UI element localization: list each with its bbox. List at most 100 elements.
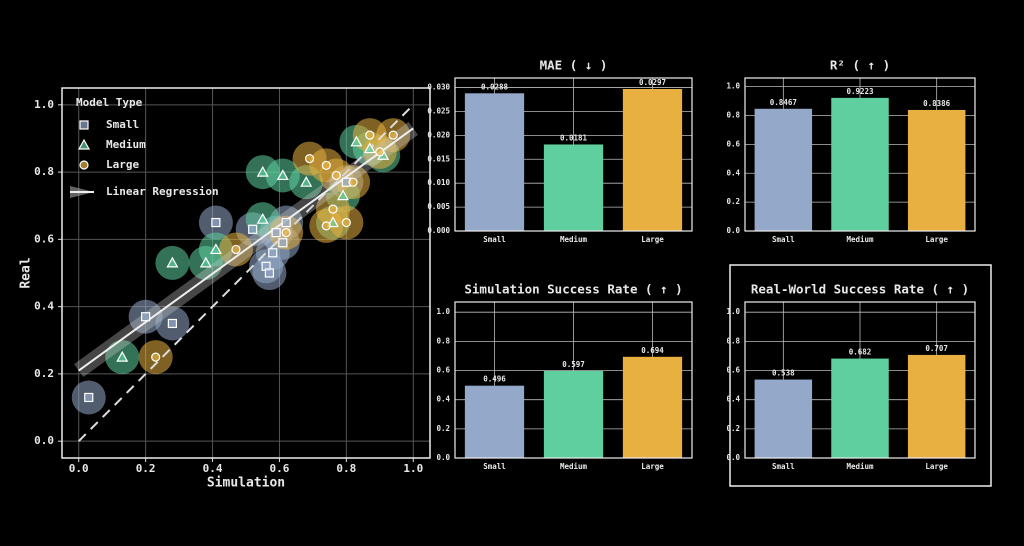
bar	[754, 379, 813, 458]
plot-frame	[454, 301, 693, 459]
x-tick-label: Large	[641, 235, 664, 244]
y-tick-label: 0.020	[427, 130, 450, 139]
value-label: 0.8467	[770, 98, 797, 107]
y-tick-label: 0.2	[34, 367, 54, 380]
point	[375, 147, 385, 157]
point	[276, 169, 289, 181]
point	[256, 212, 269, 224]
point	[321, 221, 331, 231]
bar	[622, 356, 683, 458]
y-tick-label: 0.4	[34, 300, 54, 313]
point	[281, 217, 291, 228]
regression-line	[78, 127, 414, 372]
chart-title: MAE ( ↓ )	[540, 58, 608, 73]
bar	[907, 109, 966, 231]
bar	[543, 370, 604, 458]
legend-title: Model Type	[76, 96, 143, 109]
y-tick-label: 0.6	[726, 139, 740, 148]
y-tick-label: 0.0	[34, 434, 54, 447]
bar	[831, 97, 889, 231]
legend-label: Medium	[106, 138, 146, 151]
value-label: 0.707	[925, 344, 948, 353]
point	[167, 318, 177, 329]
legend-label: Large	[106, 158, 139, 171]
legend-marker	[79, 160, 89, 170]
x-tick-label: 1.0	[403, 462, 423, 475]
highlight-frame	[729, 264, 992, 487]
point	[278, 238, 288, 248]
x-tick-label: Medium	[560, 462, 588, 471]
point	[231, 244, 241, 255]
y-tick-label: 1.0	[436, 307, 450, 316]
chart-title: Simulation Success Rate ( ↑ )	[464, 282, 682, 297]
value-label: 0.9223	[846, 87, 874, 96]
point	[264, 268, 275, 278]
bar	[543, 144, 604, 231]
point	[199, 256, 212, 268]
y-tick-label: 0.010	[427, 178, 450, 187]
x-tick-label: 0.0	[69, 462, 89, 475]
y-axis-label: Real	[19, 257, 34, 288]
point	[271, 228, 281, 238]
y-tick-label: 0.8	[34, 165, 54, 178]
value-label: 0.597	[562, 360, 585, 369]
y-tick-label: 0.000	[427, 226, 450, 235]
y-tick-label: 1.0	[726, 307, 740, 316]
point	[84, 392, 94, 403]
plot-frame	[744, 301, 976, 459]
y-tick-label: 1.0	[726, 82, 740, 91]
y-tick-label: 0.6	[726, 366, 740, 375]
point	[256, 165, 269, 177]
point	[268, 248, 278, 258]
value-label: 0.538	[772, 369, 795, 378]
legend-label: Linear Regression	[106, 185, 219, 198]
point	[151, 352, 161, 362]
y-tick-label: 0.0	[726, 226, 740, 235]
point	[350, 135, 363, 147]
point	[328, 204, 338, 214]
x-tick-label: Medium	[560, 235, 588, 244]
bar	[464, 93, 525, 231]
y-tick-label: 0.4	[726, 168, 740, 177]
value-label: 0.0288	[481, 82, 509, 91]
x-tick-label: 0.6	[270, 462, 290, 475]
point	[336, 189, 350, 201]
x-tick-label: 0.2	[136, 462, 156, 475]
x-tick-label: Large	[925, 462, 948, 471]
x-tick-label: Large	[641, 462, 664, 471]
y-tick-label: 0.0	[436, 453, 450, 462]
value-label: 0.0297	[639, 78, 666, 87]
reference-line	[78, 104, 414, 442]
bar	[464, 385, 525, 458]
bar	[622, 88, 683, 231]
point	[300, 175, 313, 187]
y-tick-label: 0.8	[726, 336, 740, 345]
y-tick-label: 0.015	[427, 154, 450, 163]
value-label: 0.496	[483, 375, 506, 384]
y-tick-label: 0.6	[436, 366, 450, 375]
point	[209, 243, 222, 255]
point	[388, 130, 398, 140]
x-tick-label: 0.8	[336, 462, 356, 475]
value-label: 0.0181	[560, 133, 588, 142]
y-tick-label: 0.005	[427, 202, 450, 211]
legend-marker	[79, 120, 89, 130]
y-tick-label: 0.025	[427, 106, 450, 115]
legend-marker	[77, 138, 91, 150]
plot-frame	[61, 87, 431, 459]
point	[321, 160, 331, 170]
point	[348, 177, 358, 187]
bar	[754, 108, 813, 231]
value-label: 0.8386	[923, 99, 951, 108]
y-tick-label: 0.2	[726, 197, 740, 206]
value-label: 0.694	[641, 346, 664, 355]
point	[211, 217, 221, 228]
x-tick-label: Small	[483, 462, 506, 471]
plot-frame	[744, 77, 976, 232]
y-tick-label: 0.8	[726, 111, 740, 120]
point	[248, 224, 258, 234]
point	[281, 228, 291, 238]
x-tick-label: Medium	[846, 462, 874, 471]
x-tick-label: Small	[772, 235, 795, 244]
